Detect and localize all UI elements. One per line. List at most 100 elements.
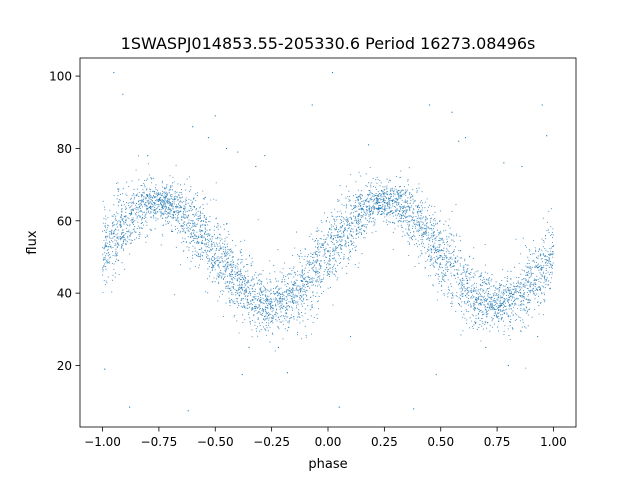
data-point (171, 216, 173, 218)
data-point (473, 296, 475, 298)
data-point (233, 316, 235, 318)
data-point (260, 298, 262, 300)
data-point (479, 279, 481, 281)
data-point (289, 291, 291, 293)
data-point (494, 301, 496, 304)
data-point (114, 276, 116, 278)
data-point (530, 275, 532, 277)
data-point (483, 295, 485, 297)
data-point (118, 201, 120, 203)
data-point (380, 199, 382, 201)
data-point (146, 211, 148, 213)
data-point (420, 221, 422, 223)
data-point (275, 315, 277, 317)
data-point (369, 218, 371, 220)
data-point (287, 330, 289, 332)
data-point (163, 199, 165, 202)
data-point (377, 178, 379, 181)
data-point (330, 233, 332, 235)
data-point (258, 308, 261, 310)
data-point (231, 279, 234, 281)
data-point (153, 205, 155, 207)
data-point (359, 194, 361, 196)
data-point (179, 211, 181, 213)
data-point (204, 244, 206, 246)
data-point (403, 186, 405, 188)
data-point (399, 192, 401, 194)
data-point (171, 214, 173, 216)
data-point (444, 264, 446, 266)
data-point (286, 312, 288, 314)
data-point (335, 228, 338, 230)
data-point (419, 229, 421, 231)
data-point (436, 255, 438, 257)
data-point (291, 295, 293, 297)
data-point (389, 189, 392, 191)
data-point (278, 288, 280, 291)
data-point (294, 247, 296, 249)
data-point (482, 311, 484, 313)
data-point (104, 265, 106, 268)
data-point (162, 224, 164, 227)
data-point (123, 204, 125, 206)
data-point (413, 234, 415, 236)
data-point (364, 199, 367, 201)
data-point (460, 279, 462, 281)
data-point (317, 272, 319, 274)
data-point (207, 241, 209, 244)
data-point (328, 263, 330, 265)
data-point (176, 227, 178, 229)
data-point (430, 248, 432, 251)
data-point (195, 238, 197, 240)
data-point (140, 194, 142, 196)
data-point (476, 283, 478, 285)
data-point (103, 266, 105, 268)
data-point (318, 272, 321, 274)
data-point (524, 309, 526, 311)
data-point (333, 273, 335, 275)
data-point (506, 289, 508, 291)
data-point (423, 233, 425, 235)
data-point (281, 281, 283, 283)
data-point (296, 316, 298, 318)
data-point (481, 325, 483, 327)
data-point (119, 238, 121, 240)
data-point (400, 189, 402, 191)
data-point (534, 282, 536, 284)
data-point (360, 193, 362, 195)
data-point (135, 206, 137, 208)
data-point (540, 258, 542, 260)
data-point (114, 219, 116, 221)
data-point (479, 292, 481, 294)
data-point (493, 307, 495, 309)
data-point (196, 251, 198, 253)
data-point (206, 250, 208, 252)
data-point (276, 320, 278, 322)
data-point (274, 294, 276, 296)
data-point (105, 253, 107, 255)
data-point (382, 194, 385, 196)
data-point (271, 301, 273, 303)
data-point (519, 316, 521, 319)
data-point (261, 292, 263, 294)
data-point (361, 194, 363, 196)
data-point (119, 220, 121, 222)
data-point (131, 209, 133, 211)
data-point (260, 273, 262, 275)
data-point (171, 189, 174, 191)
data-point (387, 190, 389, 193)
data-point (448, 261, 450, 263)
data-point (355, 245, 357, 247)
data-point (382, 200, 384, 203)
data-point (316, 301, 318, 303)
data-point (238, 287, 240, 289)
data-point (374, 207, 376, 209)
data-point (307, 318, 309, 320)
data-point (177, 217, 179, 219)
data-point (365, 173, 367, 175)
data-point (516, 282, 518, 285)
data-point (140, 222, 142, 224)
data-point (369, 217, 372, 219)
data-point (268, 319, 270, 321)
data-point (437, 278, 439, 280)
